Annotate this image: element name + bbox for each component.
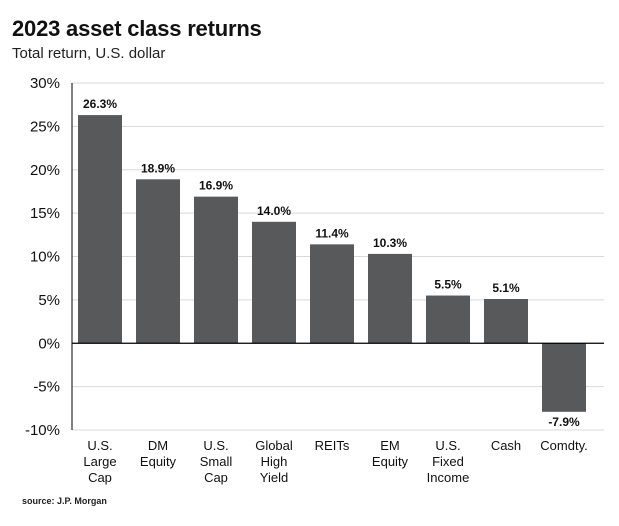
category-label: Equity: [140, 454, 177, 469]
category-label: Cash: [491, 438, 521, 453]
data-label: 14.0%: [257, 204, 291, 218]
y-tick-label: 25%: [30, 118, 60, 135]
category-label: High: [261, 454, 288, 469]
data-label: 5.1%: [492, 281, 520, 295]
data-label: 10.3%: [373, 236, 407, 250]
data-label: 16.9%: [199, 179, 233, 193]
chart-subtitle: Total return, U.S. dollar: [12, 45, 166, 62]
y-tick-label: -5%: [33, 379, 60, 396]
bar: [252, 221, 296, 344]
y-tick-label: 0%: [38, 335, 60, 352]
bar: [484, 299, 528, 344]
category-label: DM: [148, 438, 168, 453]
y-tick-label: 20%: [30, 162, 60, 179]
data-label: -7.9%: [548, 415, 580, 429]
category-label: REITs: [315, 438, 350, 453]
category-label: Small: [200, 454, 233, 469]
y-tick-label: 10%: [30, 249, 60, 266]
bar: [310, 244, 354, 344]
bar: [194, 196, 238, 344]
bar: [542, 343, 586, 412]
category-label: Fixed: [432, 454, 464, 469]
category-label: EM: [380, 438, 400, 453]
data-label: 5.5%: [434, 278, 462, 292]
category-label: Comdty.: [540, 438, 587, 453]
y-tick-label: 30%: [30, 75, 60, 92]
source-note: source: J.P. Morgan: [22, 496, 107, 506]
bar: [78, 115, 122, 344]
bar: [368, 253, 412, 344]
category-label: Equity: [372, 454, 409, 469]
category-label: U.S.: [203, 438, 228, 453]
y-tick-label: 5%: [38, 292, 60, 309]
category-label: Global: [255, 438, 293, 453]
category-label: Income: [427, 470, 470, 485]
category-label: Cap: [88, 470, 112, 485]
category-label: Yield: [260, 470, 288, 485]
bar: [136, 179, 180, 344]
category-label: U.S.: [87, 438, 112, 453]
chart-title: 2023 asset class returns: [12, 16, 262, 41]
y-tick-label: 15%: [30, 205, 60, 222]
data-label: 18.9%: [141, 161, 175, 175]
category-label: U.S.: [435, 438, 460, 453]
data-label: 11.4%: [315, 226, 349, 240]
data-label: 26.3%: [83, 97, 117, 111]
bar: [426, 295, 470, 344]
category-label: Large: [83, 454, 116, 469]
y-tick-label: -10%: [25, 422, 60, 439]
category-label: Cap: [204, 470, 228, 485]
